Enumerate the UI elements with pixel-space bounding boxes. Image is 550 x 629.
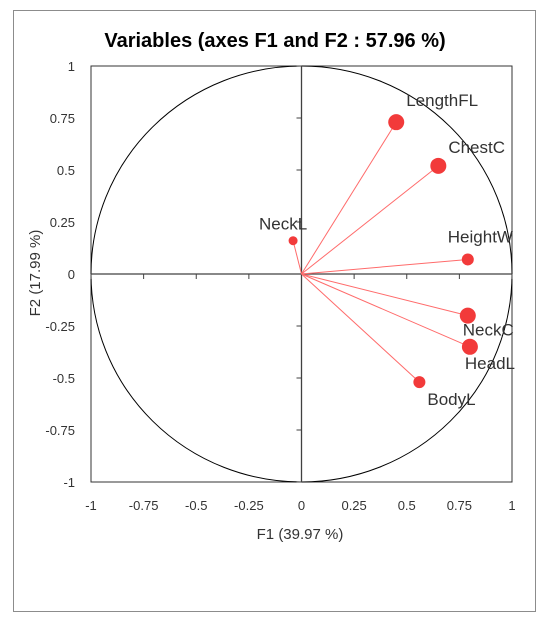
vector-line — [301, 258, 468, 275]
y-tick-label: 0.5 — [57, 163, 75, 178]
y-tick-label: 0 — [68, 267, 75, 282]
variable-label: ChestC — [448, 138, 505, 157]
y-tick-label: 0.75 — [50, 111, 75, 126]
x-tick-label: -1 — [85, 498, 97, 513]
variable-point — [461, 253, 474, 266]
vector-line — [301, 273, 468, 317]
variable-point — [388, 114, 405, 131]
variable-label: HeadL — [465, 354, 515, 373]
y-tick-label: -0.5 — [53, 371, 75, 386]
variable-point — [430, 157, 447, 174]
variable-point — [413, 376, 426, 389]
variable-point — [459, 307, 476, 324]
x-axis-title: F1 (39.97 %) — [257, 526, 344, 543]
y-tick-label: 1 — [68, 59, 75, 74]
variable-label: NeckC — [463, 321, 514, 340]
variable-label: BodyL — [427, 390, 475, 409]
variable-points: LengthFL ChestC NeckL HeightW NeckC HeadL Body… — [259, 91, 515, 409]
vector-line — [301, 273, 471, 348]
x-tick-label: 0.5 — [398, 498, 416, 513]
vector-line — [292, 240, 302, 275]
x-tick-label: -0.25 — [234, 498, 264, 513]
y-tick-label: 0.25 — [50, 215, 75, 230]
variable-point — [461, 338, 478, 355]
chart-title: Variables (axes F1 and F2 : 57.96 %) — [104, 30, 445, 52]
y-tick-label: -1 — [63, 475, 75, 490]
x-tick-label: 0 — [298, 498, 305, 513]
y-tick-label: -0.25 — [45, 319, 75, 334]
x-tick-label: -0.5 — [185, 498, 207, 513]
vector-line — [301, 121, 397, 275]
vector-line — [301, 273, 420, 383]
variable-point — [288, 236, 298, 246]
x-tick-label: 0.75 — [447, 498, 472, 513]
tick-labels: -1 -0.75 -0.5 -0.25 0 0.25 0.5 0.75 1 1 0.75 0.5 0.2… — [45, 59, 515, 513]
x-tick-label: 0.25 — [341, 498, 366, 513]
variable-label: NeckL — [259, 215, 307, 234]
plot-area — [90, 65, 513, 483]
variable-label: HeightW — [448, 227, 513, 246]
y-axis-title: F2 (17.99 %) — [27, 230, 44, 317]
x-tick-label: 1 — [508, 498, 515, 513]
vector-line — [301, 165, 439, 275]
y-tick-label: -0.75 — [45, 423, 75, 438]
x-tick-label: -0.75 — [129, 498, 159, 513]
variable-label: LengthFL — [406, 91, 478, 110]
